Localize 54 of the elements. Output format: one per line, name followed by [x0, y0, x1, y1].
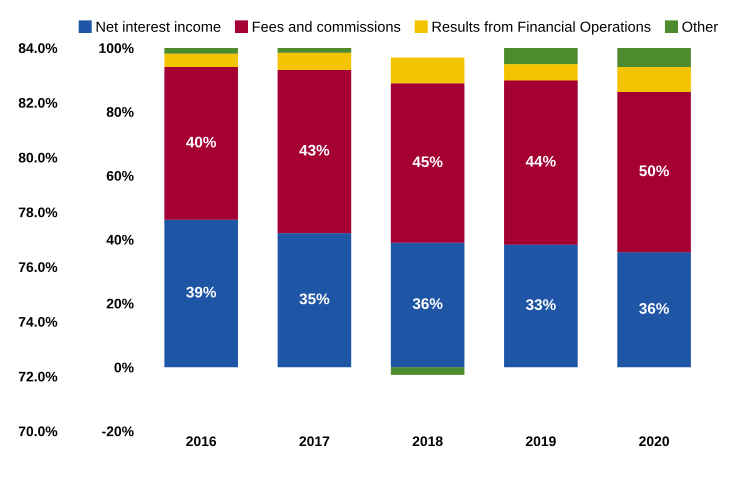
- bar: [390, 57, 464, 84]
- annotation: 33%: [526, 299, 556, 310]
- bar: [617, 92, 691, 252]
- y-tick-label: 100%: [99, 43, 134, 54]
- bar: [164, 220, 238, 368]
- x-tick-label: 2018: [412, 436, 443, 446]
- annotation: 36%: [412, 298, 443, 310]
- bar: [278, 52, 352, 70]
- y2-tick-label: 72.0%: [18, 372, 58, 382]
- annotation: 43%: [299, 144, 330, 156]
- annotation: 36%: [639, 303, 669, 314]
- x-tick-label: 2020: [639, 436, 669, 446]
- legend-label: Results from Financial Operations: [432, 21, 651, 35]
- annotation: 45%: [412, 156, 443, 168]
- annotation: 40%: [186, 136, 216, 148]
- y2-tick-label: 84.0%: [18, 43, 58, 54]
- x-tick-label: 2016: [186, 436, 216, 446]
- y-tick-label: 80%: [106, 107, 134, 117]
- x-tick-label: 2017: [299, 436, 330, 446]
- bar: [617, 252, 691, 368]
- y2-tick-label: 80.0%: [18, 152, 58, 163]
- y2-tick-label: 82.0%: [18, 98, 58, 108]
- y-tick-label: 40%: [106, 234, 134, 245]
- x-tick-label: 2019: [526, 436, 556, 446]
- bar: [164, 54, 238, 68]
- y-tick-label: 20%: [106, 298, 134, 309]
- bar: [278, 233, 352, 368]
- bar: [504, 80, 578, 245]
- bar: [278, 48, 352, 53]
- bar: [390, 242, 464, 368]
- bar: [164, 67, 238, 220]
- legend-label: Fees and commissions: [252, 21, 400, 32]
- annotation: 35%: [299, 293, 330, 304]
- bar: [278, 70, 352, 234]
- y-tick-label: 60%: [106, 170, 134, 181]
- bar: [617, 48, 691, 68]
- y-tick-label: -20%: [102, 426, 134, 436]
- bar: [390, 367, 464, 375]
- bar: [164, 48, 238, 54]
- legend-label: Net interest income: [96, 21, 220, 32]
- y2-tick-label: 78.0%: [18, 207, 58, 218]
- legend-label: Other: [682, 21, 718, 32]
- annotation: 50%: [639, 165, 669, 176]
- bar: [390, 83, 464, 243]
- bar: [504, 48, 578, 64]
- bar: [617, 67, 691, 92]
- y2-tick-label: 76.0%: [18, 262, 58, 272]
- y-tick-label: 0%: [114, 362, 134, 372]
- y2-tick-label: 74.0%: [18, 316, 58, 327]
- bar: [504, 244, 578, 368]
- bar: [504, 64, 578, 80]
- annotation: 44%: [526, 156, 556, 167]
- annotation: 39%: [186, 286, 216, 298]
- y2-tick-label: 70.0%: [18, 426, 58, 436]
